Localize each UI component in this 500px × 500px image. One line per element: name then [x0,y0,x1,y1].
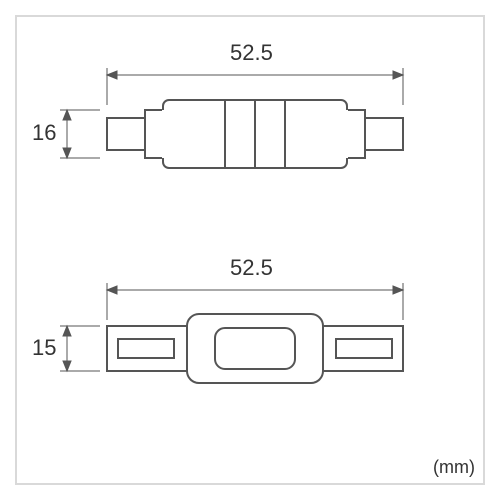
front-view-shape [107,314,403,383]
top-height-dimension [60,110,100,158]
top-view-shape [107,100,403,168]
technical-drawing [0,0,500,500]
front-height-dimension [60,326,100,371]
